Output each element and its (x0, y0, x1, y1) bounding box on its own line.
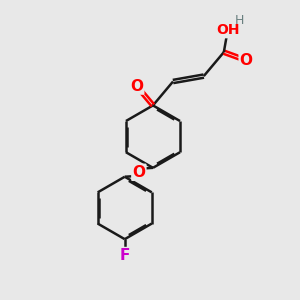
Text: O: O (132, 165, 146, 180)
Text: OH: OH (216, 23, 239, 37)
Text: F: F (119, 248, 130, 263)
Text: H: H (234, 14, 244, 27)
Text: O: O (130, 79, 143, 94)
Text: O: O (240, 53, 253, 68)
